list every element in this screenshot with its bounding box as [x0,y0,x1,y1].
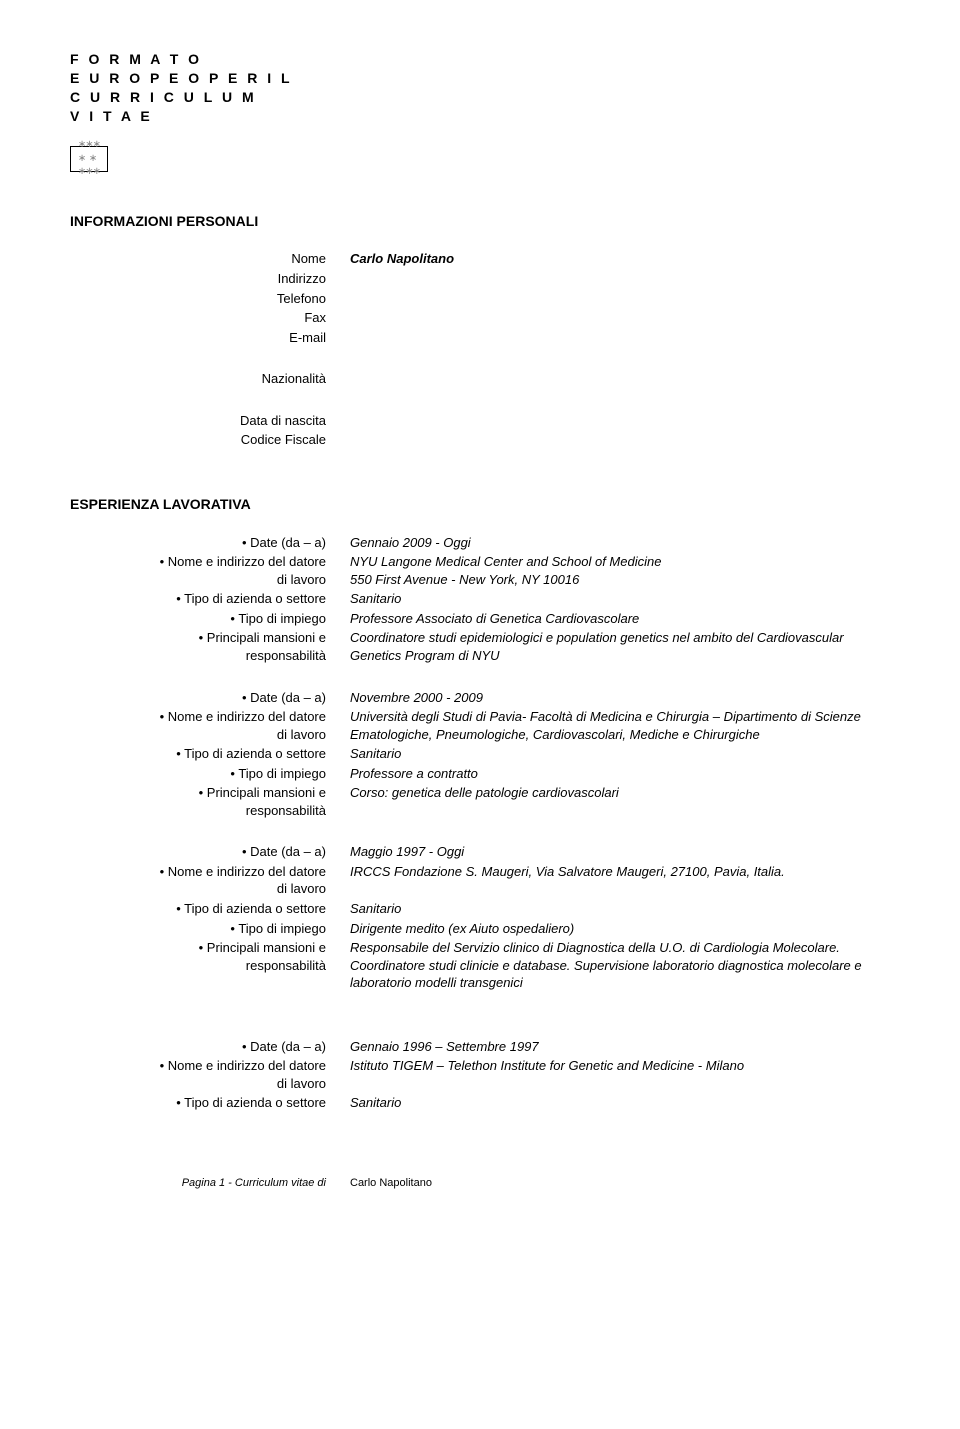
info-value: Coordinatore studi epidemiologici e popu… [350,629,890,664]
eu-flag-icon: ∗∗∗∗ ∗∗∗∗ [70,146,108,172]
info-value: Gennaio 1996 – Settembre 1997 [350,1038,890,1056]
info-row: • Principali mansioni eresponsabilitàCoo… [70,629,890,664]
experience-section-title: ESPERIENZA LAVORATIVA [70,495,890,514]
info-label: • Principali mansioni eresponsabilità [70,629,350,664]
cv-header: F O R M A T O E U R O P E O P E R I L C … [70,50,890,126]
info-label: • Date (da – a) [70,689,350,707]
info-label: • Tipo di impiego [70,920,350,938]
info-label: • Tipo di azienda o settore [70,590,350,608]
info-value: Sanitario [350,590,890,608]
info-value: IRCCS Fondazione S. Maugeri, Via Salvato… [350,863,890,898]
info-row: • Principali mansioni eresponsabilitàRes… [70,939,890,992]
info-value: Novembre 2000 - 2009 [350,689,890,707]
info-value: Gennaio 2009 - Oggi [350,534,890,552]
info-row: • Tipo di impiegoDirigente medito (ex Ai… [70,920,890,938]
personal-extra: Nazionalità Data di nascitaCodice Fiscale [70,370,890,449]
info-row: Fax [70,309,890,327]
info-row: • Tipo di azienda o settoreSanitario [70,745,890,763]
info-row: • Date (da – a)Gennaio 1996 – Settembre … [70,1038,890,1056]
info-value: Carlo Napolitano [350,250,890,268]
info-label: Telefono [70,290,350,308]
info-row: • Tipo di azienda o settoreSanitario [70,590,890,608]
info-row: Codice Fiscale [70,431,890,449]
info-label: Codice Fiscale [70,431,350,449]
info-label: • Tipo di azienda o settore [70,745,350,763]
info-label: • Nome e indirizzo del datoredi lavoro [70,863,350,898]
info-row: • Principali mansioni eresponsabilitàCor… [70,784,890,819]
footer-name: Carlo Napolitano [350,1176,890,1191]
info-label: Nome [70,250,350,268]
info-row: • Nome e indirizzo del datoredi lavoroIs… [70,1057,890,1092]
personal-section-title: INFORMAZIONI PERSONALI [70,212,890,231]
info-value: Corso: genetica delle patologie cardiova… [350,784,890,819]
info-value: NYU Langone Medical Center and School of… [350,553,890,588]
info-row: Telefono [70,290,890,308]
info-value [350,412,890,430]
info-label: • Date (da – a) [70,534,350,552]
info-label: Nazionalità [70,370,350,388]
info-value: Professore Associato di Genetica Cardiov… [350,610,890,628]
header-line4: V I T A E [70,107,890,126]
info-label: Fax [70,309,350,327]
info-label: • Tipo di azienda o settore [70,1094,350,1112]
header-line1: F O R M A T O [70,50,890,69]
info-value: Sanitario [350,745,890,763]
info-label: • Date (da – a) [70,1038,350,1056]
info-value: Professore a contratto [350,765,890,783]
info-value: Istituto TIGEM – Telethon Institute for … [350,1057,890,1092]
info-label: • Date (da – a) [70,843,350,861]
info-row: • Date (da – a)Novembre 2000 - 2009 [70,689,890,707]
header-line2: E U R O P E O P E R I L [70,69,890,88]
info-label: E-mail [70,329,350,347]
info-row: • Tipo di azienda o settoreSanitario [70,900,890,918]
info-value [350,370,890,388]
info-row: Nazionalità [70,370,890,388]
info-row: • Date (da – a)Maggio 1997 - Oggi [70,843,890,861]
info-value: Maggio 1997 - Oggi [350,843,890,861]
info-label: • Nome e indirizzo del datoredi lavoro [70,1057,350,1092]
info-value: Responsabile del Servizio clinico di Dia… [350,939,890,992]
eu-stars-icon: ∗∗∗∗ ∗∗∗∗ [78,138,100,179]
info-value [350,329,890,347]
info-label: • Nome e indirizzo del datoredi lavoro [70,708,350,743]
info-row: • Nome e indirizzo del datoredi lavoroIR… [70,863,890,898]
info-label: • Tipo di azienda o settore [70,900,350,918]
personal-rows: NomeCarlo NapolitanoIndirizzoTelefonoFax… [70,250,890,346]
info-value [350,270,890,288]
info-label: • Principali mansioni eresponsabilità [70,939,350,992]
info-row: Data di nascita [70,412,890,430]
info-label: Indirizzo [70,270,350,288]
info-value [350,290,890,308]
info-value: Dirigente medito (ex Aiuto ospedaliero) [350,920,890,938]
jobs-container: • Date (da – a)Gennaio 2009 - Oggi• Nome… [70,534,890,1136]
info-value: Sanitario [350,900,890,918]
info-row: • Tipo di azienda o settoreSanitario [70,1094,890,1112]
info-label: • Tipo di impiego [70,610,350,628]
info-row: Indirizzo [70,270,890,288]
info-row: • Tipo di impiegoProfessore Associato di… [70,610,890,628]
info-label: Data di nascita [70,412,350,430]
info-value [350,431,890,449]
info-value [350,309,890,327]
info-row: E-mail [70,329,890,347]
info-row: • Date (da – a)Gennaio 2009 - Oggi [70,534,890,552]
info-value: Sanitario [350,1094,890,1112]
header-line3: C U R R I C U L U M [70,88,890,107]
info-label: • Principali mansioni eresponsabilità [70,784,350,819]
info-row: • Tipo di impiegoProfessore a contratto [70,765,890,783]
footer: Pagina 1 - Curriculum vitae di Carlo Nap… [70,1176,890,1191]
info-label: • Nome e indirizzo del datoredi lavoro [70,553,350,588]
info-label: • Tipo di impiego [70,765,350,783]
info-row: NomeCarlo Napolitano [70,250,890,268]
info-row: • Nome e indirizzo del datoredi lavoroNY… [70,553,890,588]
footer-page: Pagina 1 - Curriculum vitae di [70,1176,350,1191]
info-value: Università degli Studi di Pavia- Facoltà… [350,708,890,743]
info-row: • Nome e indirizzo del datoredi lavoroUn… [70,708,890,743]
